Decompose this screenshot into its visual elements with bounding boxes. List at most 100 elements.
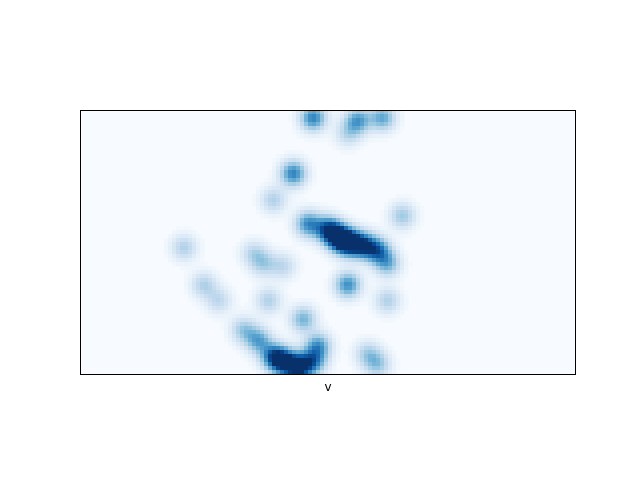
heatmap-cell <box>176 254 181 259</box>
heatmap-cell <box>176 234 181 239</box>
heatmap-cell <box>208 306 213 311</box>
heatmap-cell <box>396 230 401 235</box>
heatmap-cell <box>288 114 293 119</box>
heatmap-cell <box>292 214 297 219</box>
heatmap-cell <box>312 306 317 311</box>
heatmap-cell <box>292 150 297 155</box>
heatmap-cell <box>256 370 261 375</box>
heatmap-cell <box>372 346 377 351</box>
heatmap-cell <box>224 298 229 303</box>
heatmap-cell <box>384 206 389 211</box>
heatmap-cell <box>236 258 241 263</box>
heatmap-cell <box>336 254 341 259</box>
heatmap-cell <box>352 230 357 235</box>
heatmap-cell <box>396 314 401 319</box>
heatmap-cell <box>396 286 401 291</box>
heatmap-cell <box>280 250 285 255</box>
heatmap-cell <box>328 226 333 231</box>
heatmap-cell <box>256 202 261 207</box>
heatmap-cell <box>308 134 313 139</box>
heatmap-cell <box>380 274 385 279</box>
heatmap-cell <box>364 302 369 307</box>
heatmap-cell <box>320 114 325 119</box>
heatmap-cell <box>372 130 377 135</box>
heatmap-cell <box>392 246 397 251</box>
heatmap-cell <box>260 206 265 211</box>
heatmap-cell <box>204 298 209 303</box>
heatmap-cell <box>296 266 301 271</box>
heatmap-cell <box>236 342 241 347</box>
heatmap-cell <box>392 202 397 207</box>
heatmap-cell <box>264 366 269 371</box>
heatmap-cell <box>348 114 353 119</box>
heatmap-cell <box>236 250 241 255</box>
heatmap-cell <box>208 282 213 287</box>
heatmap-cell <box>384 222 389 227</box>
heatmap-cell <box>236 314 241 319</box>
heatmap-cell <box>380 226 385 231</box>
heatmap-cell <box>280 218 285 223</box>
heatmap-cell <box>200 254 205 259</box>
heatmap-cell <box>220 282 225 287</box>
heatmap-cell <box>292 118 297 123</box>
heatmap-cell <box>372 274 377 279</box>
heatmap-cell <box>364 250 369 255</box>
heatmap-cell <box>324 282 329 287</box>
heatmap-cell <box>320 110 325 115</box>
heatmap-cell <box>328 270 333 275</box>
heatmap-cell <box>312 330 317 335</box>
heatmap-cell <box>304 122 309 127</box>
heatmap-cell <box>168 238 173 243</box>
heatmap-cell <box>380 118 385 123</box>
heatmap-cell <box>268 346 273 351</box>
heatmap-cell <box>276 178 281 183</box>
heatmap-cell <box>384 202 389 207</box>
heatmap-cell <box>276 342 281 347</box>
heatmap-cell <box>276 310 281 315</box>
heatmap-cell <box>404 198 409 203</box>
heatmap-cell <box>284 354 289 359</box>
heatmap-cell <box>244 274 249 279</box>
heatmap-cell <box>204 286 209 291</box>
heatmap-cell <box>200 266 205 271</box>
heatmap-cell <box>332 142 337 147</box>
heatmap-cell <box>360 294 365 299</box>
heatmap-cell <box>304 318 309 323</box>
heatmap-cell <box>368 122 373 127</box>
heatmap-cell <box>360 274 365 279</box>
heatmap-cell <box>204 274 209 279</box>
heatmap-cell <box>340 266 345 271</box>
heatmap-cell <box>260 330 265 335</box>
heatmap-cell <box>260 198 265 203</box>
heatmap-cell <box>368 310 373 315</box>
heatmap-cell <box>380 318 385 323</box>
heatmap-cell <box>388 130 393 135</box>
heatmap-cell <box>292 226 297 231</box>
heatmap-cell <box>296 186 301 191</box>
heatmap-cell <box>324 118 329 123</box>
heatmap-cell <box>256 266 261 271</box>
heatmap-cell <box>236 246 241 251</box>
heatmap-cell <box>288 190 293 195</box>
heatmap-cell <box>332 234 337 239</box>
heatmap-cell <box>232 302 237 307</box>
heatmap-cell <box>372 294 377 299</box>
heatmap-cell <box>252 282 257 287</box>
heatmap-cell <box>400 310 405 315</box>
heatmap-cell <box>324 226 329 231</box>
heatmap-cell <box>352 254 357 259</box>
heatmap-cell <box>396 246 401 251</box>
heatmap-cell <box>260 334 265 339</box>
heatmap-cell <box>272 266 277 271</box>
heatmap-cell <box>260 370 265 375</box>
heatmap-cell <box>260 290 265 295</box>
heatmap-cell <box>248 258 253 263</box>
heatmap-cell <box>248 234 253 239</box>
heatmap-cell <box>372 310 377 315</box>
heatmap-cell <box>360 218 365 223</box>
heatmap-cell <box>276 306 281 311</box>
heatmap-cell <box>176 226 181 231</box>
heatmap-cell <box>332 242 337 247</box>
heatmap-cell <box>320 242 325 247</box>
heatmap-cell <box>296 154 301 159</box>
